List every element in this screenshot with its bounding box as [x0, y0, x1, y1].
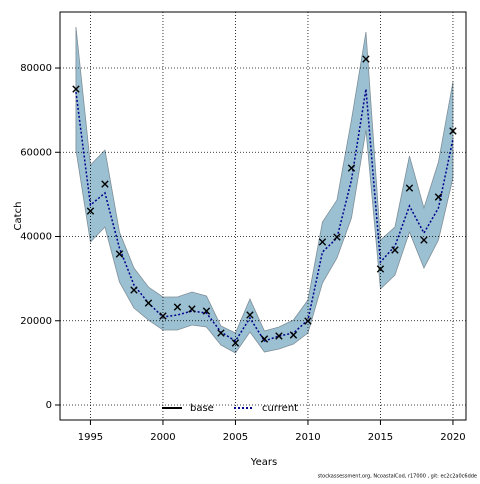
observed-point: [188, 305, 196, 313]
observed-point: [72, 85, 80, 93]
observed-point: [449, 127, 457, 135]
observed-point: [289, 331, 298, 339]
observed-point: [217, 329, 225, 337]
x-tick-label: 2015: [368, 432, 393, 443]
legend-label: current: [262, 403, 298, 414]
legend-label: base: [190, 403, 214, 414]
observed-point: [246, 311, 254, 319]
x-axis-label: Years: [250, 457, 277, 468]
observed-point: [86, 207, 95, 215]
footnote: stockassessment.org, NcoastalCod, r17000…: [318, 474, 477, 480]
observed-point: [101, 180, 109, 188]
confidence-band: [75, 26, 454, 354]
observed-point: [405, 184, 414, 192]
observed-point: [333, 233, 341, 241]
observed-point: [173, 303, 182, 311]
observed-point: [275, 332, 283, 340]
y-tick-label: 80000: [20, 63, 52, 74]
observed-point: [391, 246, 399, 254]
x-tick-label: 2010: [295, 432, 320, 443]
observed-point: [376, 265, 385, 273]
observed-point: [362, 55, 370, 63]
observed-point: [130, 286, 138, 294]
observed-point: [159, 312, 167, 320]
y-tick-label: 20000: [20, 316, 52, 327]
y-tick-label: 40000: [20, 232, 52, 243]
observed-point: [260, 335, 269, 343]
observed-point: [144, 299, 153, 307]
observed-point: [231, 339, 240, 347]
line-series: [75, 88, 454, 343]
y-tick-label: 0: [46, 400, 52, 411]
observed-point: [318, 238, 327, 246]
plot-frame: [59, 11, 467, 421]
x-tick-label: 2020: [440, 432, 465, 443]
observed-point: [202, 307, 211, 315]
observed-point: [434, 193, 443, 201]
y-axis-label: Catch: [13, 202, 24, 231]
x-tick-label: 1995: [78, 432, 103, 443]
x-tick-label: 2000: [150, 432, 175, 443]
observed-point: [304, 317, 312, 325]
observed-point: [420, 236, 428, 244]
observed-point: [115, 250, 124, 258]
observed-point: [347, 164, 356, 172]
x-tick-label: 2005: [223, 432, 248, 443]
y-tick-label: 60000: [20, 147, 52, 158]
